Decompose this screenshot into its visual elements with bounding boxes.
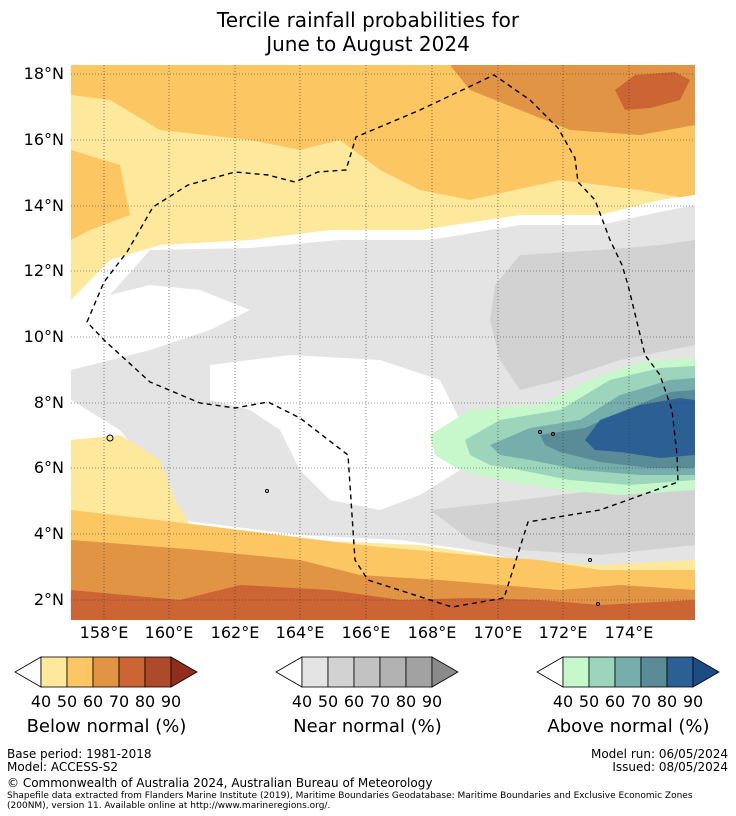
island: [596, 602, 600, 606]
near-normal-white-center: [210, 355, 460, 510]
legend-swatch: [666, 656, 694, 688]
lat-label: 8°N: [34, 393, 64, 412]
issued-date: Issued: 08/05/2024: [612, 760, 728, 774]
legend-swatch: [144, 656, 172, 688]
lon-label: 168°E: [408, 623, 457, 642]
legend-extend-low: [536, 656, 564, 688]
probability-fields: [71, 65, 695, 620]
lat-label: 16°N: [24, 130, 64, 149]
legend-swatch: [614, 656, 642, 688]
eez-boundary: [86, 74, 679, 608]
lat-label: 2°N: [34, 590, 64, 609]
shapefile-credit-1: Shapefile data extracted from Flanders M…: [7, 791, 693, 801]
legend-tick-label: 50: [57, 692, 77, 711]
below-normal-60-northwest: [71, 65, 695, 200]
lat-label: 12°N: [24, 261, 64, 280]
island: [551, 432, 555, 436]
island: [106, 434, 114, 442]
legend-swatch: [405, 656, 433, 688]
legend-tick-label: 40: [553, 692, 573, 711]
shapefile-credit-2: (200NM), version 11. Available online at…: [7, 801, 331, 811]
model-run: Model run: 06/05/2024: [590, 747, 728, 761]
lon-label: 172°E: [539, 623, 588, 642]
legend-tick-label: 70: [370, 692, 390, 711]
legend-extend-high: [692, 656, 720, 688]
legend-tick-label: 80: [657, 692, 677, 711]
below-normal-80-north: [615, 72, 690, 110]
lon-label: 162°E: [211, 623, 260, 642]
legend-swatch: [327, 656, 355, 688]
legend-tick-label: 70: [631, 692, 651, 711]
legend-tick-label: 50: [579, 692, 599, 711]
legend-extend-low: [14, 656, 42, 688]
lat-label: 4°N: [34, 524, 64, 543]
legend-swatch: [301, 656, 329, 688]
legend-swatch: [588, 656, 616, 688]
graticule: [71, 65, 695, 620]
lat-label: 14°N: [24, 196, 64, 215]
legend-area: 40 50 60 70 80 90 40 50 60 70 80 90 40 50 60 70 80 90: [14, 656, 720, 711]
legend-tick-label: 50: [318, 692, 338, 711]
islands: [106, 430, 600, 606]
base-period: Base period: 1981-2018: [7, 747, 152, 761]
lat-label: 6°N: [34, 458, 64, 477]
copyright: © Commonwealth of Australia 2024, Austra…: [7, 776, 433, 790]
legend-swatch: [379, 656, 407, 688]
lon-label: 158°E: [80, 623, 129, 642]
below-normal-80-south: [71, 585, 695, 620]
lon-label: 174°E: [605, 623, 654, 642]
legend-swatch: [66, 656, 94, 688]
legend-tick-label: 60: [83, 692, 103, 711]
legend-title-below: Below normal (%): [26, 716, 187, 737]
legend-tick-label: 40: [31, 692, 51, 711]
legend-title-near: Near normal (%): [293, 716, 442, 737]
below-normal-60-west: [71, 150, 130, 240]
legend-tick-label: 90: [683, 692, 703, 711]
below-normal-50-southwest: [71, 435, 190, 535]
legend-tick-label: 70: [109, 692, 129, 711]
legend-near-normal: 40 50 60 70 80 90: [275, 656, 459, 711]
legend-extend-high: [170, 656, 198, 688]
legend-tick-label: 90: [422, 692, 442, 711]
lon-label: 166°E: [342, 623, 391, 642]
above-normal-80: [585, 398, 695, 458]
legend-extend-low: [275, 656, 303, 688]
legend-tick-label: 40: [292, 692, 312, 711]
legend-title-above: Above normal (%): [547, 716, 710, 737]
legend-swatch: [562, 656, 590, 688]
lon-label: 160°E: [145, 623, 194, 642]
legend-tick-label: 80: [135, 692, 155, 711]
legend-tick-label: 80: [396, 692, 416, 711]
legend-swatch: [40, 656, 68, 688]
legend-swatch: [92, 656, 120, 688]
model-name: Model: ACCESS-S2: [7, 760, 119, 774]
title-line-2: June to August 2024: [266, 32, 470, 56]
island: [265, 489, 269, 493]
legend-tick-label: 90: [161, 692, 181, 711]
legend-swatch: [640, 656, 668, 688]
legend-tick-label: 60: [344, 692, 364, 711]
lat-label: 10°N: [24, 327, 64, 346]
chart-title: Tercile rainfall probabilities for June …: [0, 8, 736, 56]
legend-tick-label: 60: [605, 692, 625, 711]
legend-swatch: [118, 656, 146, 688]
legend-above-normal: 40 50 60 70 80 90: [536, 656, 720, 711]
legend-swatch: [353, 656, 381, 688]
title-line-1: Tercile rainfall probabilities for: [216, 8, 520, 32]
rainfall-map: 18°N 16°N 14°N 12°N 10°N 8°N 6°N 4°N 2°N…: [24, 64, 695, 642]
island: [588, 558, 592, 562]
lat-label: 18°N: [24, 64, 64, 83]
island: [538, 430, 542, 434]
lon-label: 170°E: [474, 623, 523, 642]
legend-below-normal: 40 50 60 70 80 90: [14, 656, 198, 711]
legend-extend-high: [431, 656, 459, 688]
lon-label: 164°E: [276, 623, 325, 642]
